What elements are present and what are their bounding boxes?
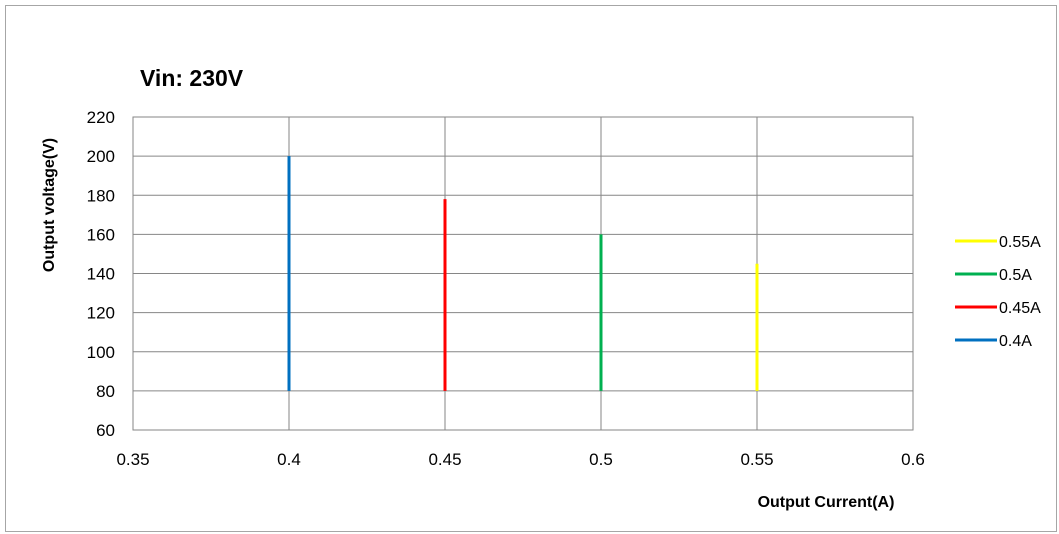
x-tick-label: 0.6 (901, 450, 925, 469)
y-axis-title: Output voltage(V) (41, 138, 58, 272)
x-tick-label: 0.35 (116, 450, 149, 469)
legend-label: 0.5A (999, 267, 1032, 284)
legend-label: 0.55A (999, 234, 1041, 251)
y-tick-label: 180 (87, 186, 115, 205)
y-tick-label: 100 (87, 343, 115, 362)
y-tick-label: 120 (87, 304, 115, 323)
x-tick-label: 0.5 (589, 450, 613, 469)
legend-label: 0.45A (999, 300, 1041, 317)
y-tick-label: 140 (87, 265, 115, 284)
x-tick-label: 0.55 (740, 450, 773, 469)
plot-area (132, 116, 914, 431)
x-tick-label: 0.45 (428, 450, 461, 469)
legend: 0.55A 0.5A 0.45A 0.4A (955, 234, 1041, 350)
series (287, 156, 759, 391)
y-tick-label: 200 (87, 147, 115, 166)
chart-frame (5, 5, 1057, 532)
y-tick-label: 80 (96, 382, 115, 401)
legend-label: 0.4A (999, 333, 1032, 350)
x-axis-ticks: 0.35 0.4 0.45 0.5 0.55 0.6 (116, 450, 924, 469)
y-tick-label: 160 (87, 225, 115, 244)
y-axis-ticks: 60 80 100 120 140 160 180 200 220 (87, 108, 115, 440)
chart-title: Vin: 230V (140, 65, 244, 91)
x-tick-label: 0.4 (277, 450, 301, 469)
x-axis-title: Output Current(A) (758, 494, 895, 511)
y-tick-label: 60 (96, 421, 115, 440)
y-tick-label: 220 (87, 108, 115, 127)
grid (133, 117, 913, 430)
